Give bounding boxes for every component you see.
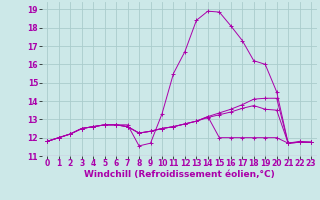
- X-axis label: Windchill (Refroidissement éolien,°C): Windchill (Refroidissement éolien,°C): [84, 170, 275, 179]
